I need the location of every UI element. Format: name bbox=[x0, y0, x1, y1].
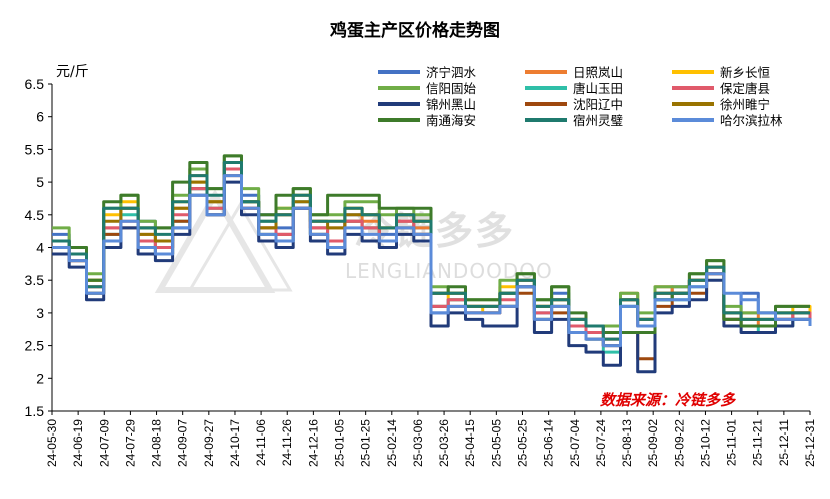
legend-label: 济宁泗水 bbox=[426, 65, 477, 80]
y-tick-label: 5.5 bbox=[25, 141, 45, 157]
x-tick-label: 25-03-06 bbox=[411, 419, 425, 467]
y-tick-label: 1.5 bbox=[25, 403, 45, 419]
x-tick-label: 25-09-22 bbox=[672, 419, 686, 467]
chart-title: 鸡蛋主产区价格走势图 bbox=[329, 20, 500, 41]
y-axis-unit: 元/斤 bbox=[56, 64, 89, 80]
x-tick-label: 25-11-21 bbox=[751, 419, 765, 466]
series-line-11 bbox=[52, 174, 812, 348]
watermark-logo-icon bbox=[154, 189, 293, 293]
x-tick-label: 25-01-25 bbox=[359, 419, 373, 467]
series-lines bbox=[52, 154, 812, 374]
x-tick-label: 24-10-17 bbox=[228, 419, 242, 467]
x-tick-label: 24-11-06 bbox=[254, 419, 268, 466]
x-tick-label: 25-01-05 bbox=[333, 419, 347, 467]
legend-label: 保定唐县 bbox=[720, 81, 770, 96]
x-tick-label: 25-05-25 bbox=[515, 419, 529, 467]
x-tick-label: 25-03-26 bbox=[437, 419, 451, 467]
legend-label: 日照岚山 bbox=[573, 65, 623, 80]
y-tick-label: 2 bbox=[36, 370, 44, 386]
y-tick-label: 5 bbox=[36, 174, 44, 190]
legend-label: 徐州睢宁 bbox=[720, 97, 770, 112]
y-axis-ticks: 1.5 2 2.5 3 3.5 4 4.5 5 5.5 6 6.5 bbox=[25, 76, 52, 419]
y-tick-label: 3.5 bbox=[25, 272, 45, 288]
x-tick-label: 24-11-26 bbox=[280, 419, 294, 466]
y-tick-label: 6.5 bbox=[25, 76, 45, 92]
x-axis-ticks: 24-05-30 24-06-19 24-07-09 24-07-29 24-08-18… bbox=[45, 411, 817, 467]
x-tick-label: 25-04-15 bbox=[463, 419, 477, 467]
watermark: 冷链多多 LENGLIANDOODOO bbox=[154, 189, 552, 293]
x-tick-label: 24-07-29 bbox=[123, 419, 137, 467]
x-tick-label: 25-07-24 bbox=[594, 419, 608, 467]
x-tick-label: 25-12-11 bbox=[777, 419, 791, 466]
x-tick-label: 24-08-18 bbox=[150, 419, 164, 467]
x-tick-label: 25-10-12 bbox=[698, 419, 712, 467]
y-tick-label: 2.5 bbox=[25, 338, 45, 354]
watermark-logo-text: 冷链多多 bbox=[355, 209, 515, 253]
y-tick-label: 4 bbox=[36, 240, 44, 256]
x-tick-label: 24-09-07 bbox=[176, 419, 190, 467]
x-tick-label: 25-08-13 bbox=[620, 419, 634, 467]
y-tick-label: 6 bbox=[36, 109, 44, 125]
legend-label: 哈尔滨拉林 bbox=[720, 113, 783, 128]
x-tick-label: 24-12-16 bbox=[306, 419, 320, 467]
series-line-10 bbox=[52, 161, 810, 341]
legend-label: 新乡长恒 bbox=[720, 65, 770, 80]
x-tick-label: 25-07-04 bbox=[568, 419, 582, 467]
legend-label: 南通海安 bbox=[426, 113, 476, 128]
legend-label: 锦州黑山 bbox=[426, 97, 476, 112]
y-tick-label: 3 bbox=[36, 305, 44, 321]
x-tick-label: 24-05-30 bbox=[45, 419, 59, 467]
legend-label: 沈阳辽中 bbox=[573, 97, 623, 112]
x-tick-label: 25-05-05 bbox=[489, 419, 503, 467]
x-tick-label: 24-06-19 bbox=[71, 419, 85, 467]
x-tick-label: 25-09-02 bbox=[646, 419, 660, 467]
y-tick-label: 4.5 bbox=[25, 207, 45, 223]
legend-label: 唐山玉田 bbox=[573, 81, 623, 96]
source-note: 数据来源：冷链多多 bbox=[600, 391, 736, 409]
x-tick-label: 24-07-09 bbox=[97, 419, 111, 467]
x-tick-label: 25-02-14 bbox=[385, 419, 399, 467]
x-tick-label: 25-11-01 bbox=[725, 419, 739, 466]
x-tick-label: 24-09-27 bbox=[202, 419, 216, 467]
x-tick-label: 25-06-14 bbox=[542, 419, 556, 467]
legend-label: 宿州灵璧 bbox=[573, 113, 623, 128]
x-tick-label: 25-12-31 bbox=[803, 419, 817, 467]
legend-label: 信阳固始 bbox=[426, 81, 477, 96]
